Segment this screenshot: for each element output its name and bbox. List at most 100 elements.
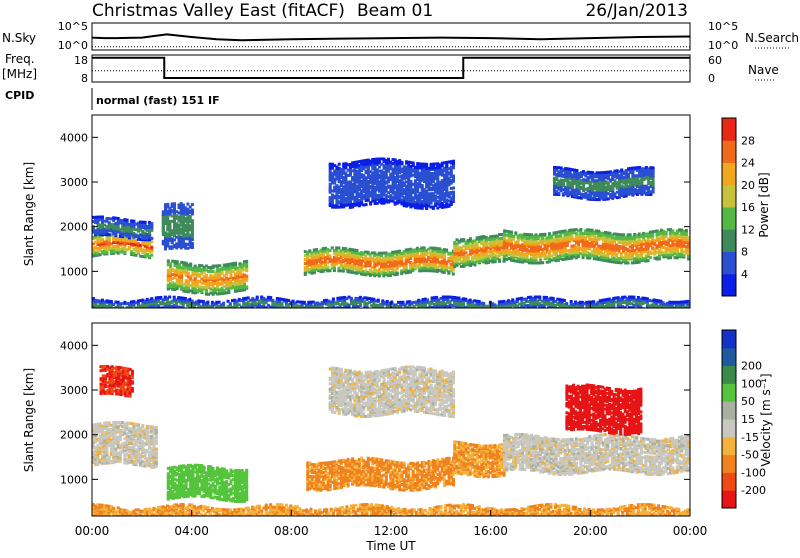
power-cell	[173, 208, 176, 211]
power-cell	[191, 209, 194, 212]
power-cell	[387, 158, 390, 161]
power-cell	[180, 278, 183, 281]
power-cell	[234, 262, 237, 265]
freq-unit-label: [MHz]	[2, 67, 37, 81]
power-cell	[647, 259, 650, 262]
power-cell	[227, 290, 230, 293]
power-cell	[150, 254, 153, 257]
power-cell	[517, 241, 520, 244]
power-cell	[164, 247, 167, 250]
power-cell	[570, 234, 573, 237]
power-cell	[126, 219, 129, 222]
power-cell	[167, 259, 170, 262]
noise-tick-right-bottom: 10^0	[708, 39, 738, 52]
power-cell	[409, 180, 412, 183]
power-cell	[173, 202, 176, 205]
power-cell	[191, 203, 194, 206]
date-label: 26/Jan/2013	[585, 1, 688, 21]
power-cell	[338, 163, 341, 166]
power-cell	[401, 161, 404, 164]
power-cell	[685, 229, 688, 232]
power-cell	[436, 177, 439, 180]
power-cell	[512, 238, 515, 241]
power-cell	[329, 269, 332, 272]
nsky-label: N.Sky	[2, 31, 36, 45]
power-cell	[205, 289, 208, 292]
power-cell	[189, 263, 192, 266]
power-cell	[329, 249, 332, 252]
power-cell	[450, 171, 453, 174]
power-cell	[378, 166, 381, 169]
power-cell	[191, 242, 194, 245]
power-cell	[665, 231, 668, 234]
power-cell	[541, 261, 544, 264]
power-cell	[629, 233, 632, 236]
nave-label: Nave	[748, 63, 779, 77]
power-cell	[329, 169, 332, 172]
power-cell	[326, 265, 329, 268]
power-cell	[144, 221, 147, 224]
power-cell	[369, 263, 372, 266]
power-cell	[365, 203, 368, 206]
power-cell	[173, 238, 176, 241]
power-cell	[671, 229, 674, 232]
cpid-text: normal (fast) 151 IF	[96, 94, 220, 107]
power-cell	[577, 255, 580, 258]
power-cell	[117, 225, 120, 228]
power-cell	[544, 233, 547, 236]
power-cell	[535, 259, 538, 262]
power-cell	[331, 167, 334, 170]
power-cell	[445, 249, 448, 252]
power-cell	[385, 174, 388, 177]
power-cell	[150, 246, 153, 249]
power-cell	[101, 216, 104, 219]
freq-label: Freq.	[5, 52, 35, 66]
power-cell	[245, 285, 248, 288]
noise-tick-left-top: 10^5	[58, 20, 88, 33]
power-cell	[396, 272, 399, 275]
power-cell	[150, 237, 153, 240]
power-cell	[150, 222, 153, 225]
noise-tick-left-bottom: 10^0	[58, 39, 88, 52]
power-cell	[575, 169, 578, 172]
power-cell	[245, 265, 248, 268]
nsky-line	[92, 34, 690, 40]
power-cell	[329, 185, 332, 188]
power-cell	[245, 260, 248, 263]
freq-line	[92, 58, 690, 78]
power-cell	[409, 257, 412, 260]
cpid-label: CPID	[5, 89, 34, 102]
power-cell	[658, 257, 661, 260]
power-cell	[498, 259, 501, 262]
power-cell	[452, 269, 455, 272]
power-cell	[132, 220, 135, 223]
power-cell	[180, 274, 183, 277]
power-cell	[514, 231, 517, 234]
freq-tick-bottom: 8	[81, 72, 88, 85]
power-cell	[452, 175, 455, 178]
power-cell	[187, 272, 190, 275]
power-cell	[245, 263, 248, 266]
power-cell	[331, 246, 334, 249]
power-cell	[452, 193, 455, 196]
power-cell	[510, 231, 513, 234]
power-cell	[182, 240, 185, 243]
power-cell	[425, 163, 428, 166]
power-cell	[337, 247, 340, 250]
power-cell	[355, 249, 358, 252]
power-cell	[452, 165, 455, 168]
power-cell	[191, 223, 194, 226]
power-cell	[176, 260, 179, 263]
power-cell	[452, 197, 455, 200]
power-cell	[467, 256, 470, 259]
power-cell	[579, 228, 582, 231]
power-cell	[108, 233, 111, 236]
power-cell	[166, 203, 169, 206]
power-cell	[416, 189, 419, 192]
power-cell	[191, 238, 194, 241]
power-cell	[566, 244, 569, 247]
power-cell	[333, 267, 336, 270]
power-cell	[669, 256, 672, 259]
power-cell	[173, 205, 176, 208]
